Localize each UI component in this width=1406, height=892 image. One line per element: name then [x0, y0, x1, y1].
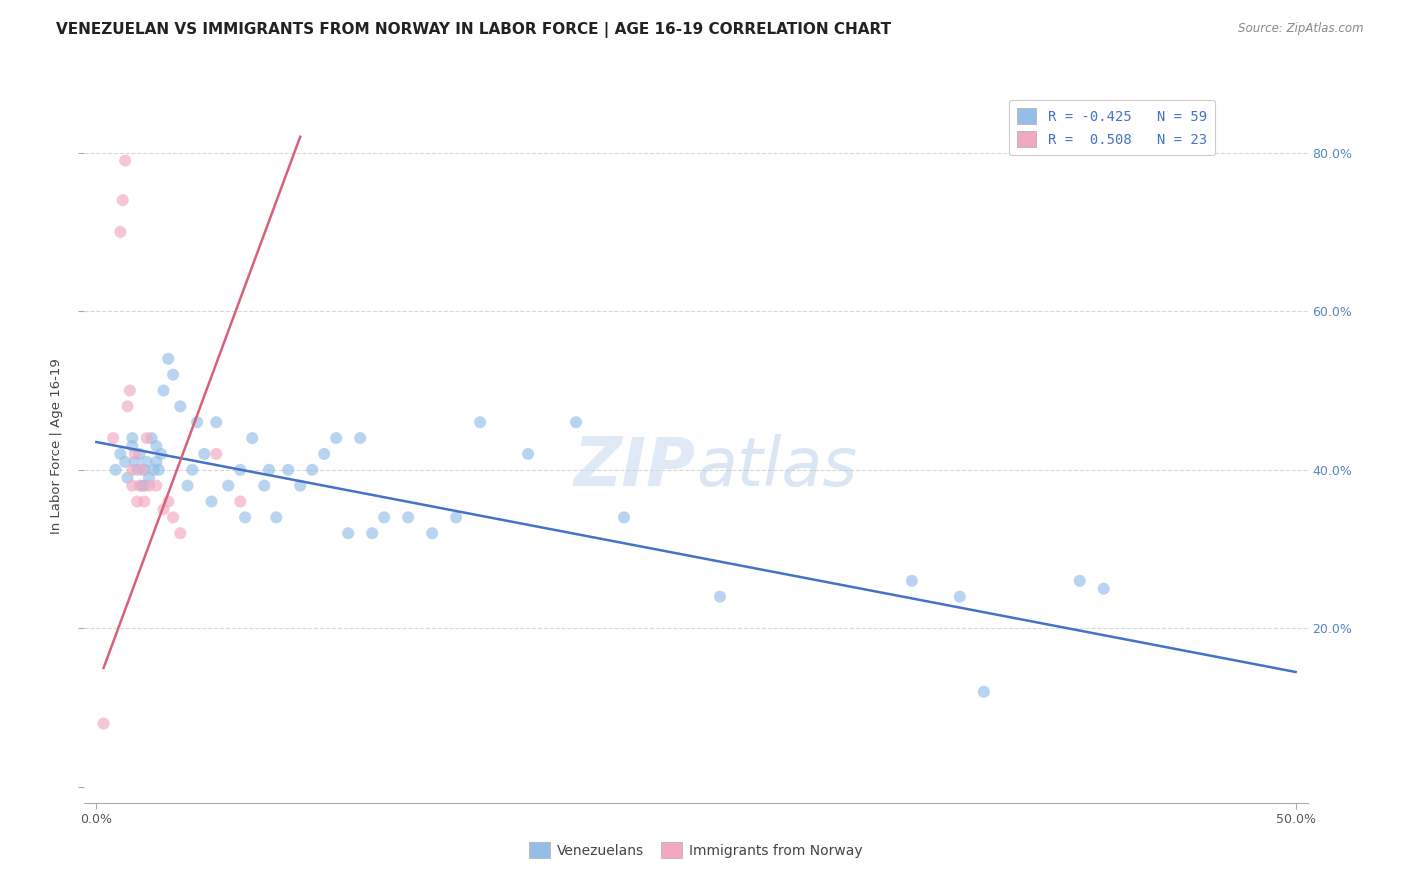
Point [517, 447, 540, 461]
Point [117, 400, 139, 414]
Point [152, 384, 174, 398]
Point [337, 526, 360, 541]
Point [240, 431, 263, 445]
Point [264, 510, 287, 524]
Text: ZIP: ZIP [574, 434, 696, 500]
Point [134, 494, 156, 508]
Point [229, 494, 252, 508]
Point [1092, 582, 1115, 596]
Y-axis label: In Labor Force | Age 16-19: In Labor Force | Age 16-19 [49, 358, 63, 534]
Point [101, 431, 124, 445]
Point [114, 153, 136, 168]
Point [121, 439, 143, 453]
Point [124, 455, 146, 469]
Point [314, 447, 336, 461]
Point [110, 225, 132, 239]
Point [104, 463, 127, 477]
Point [148, 463, 170, 477]
Point [93, 716, 115, 731]
Point [127, 494, 149, 508]
Point [150, 447, 173, 461]
Point [169, 400, 191, 414]
Point [114, 455, 136, 469]
Point [176, 478, 198, 492]
Point [949, 590, 972, 604]
Point [181, 463, 204, 477]
Point [134, 478, 156, 492]
Point [117, 471, 139, 485]
Point [128, 447, 150, 461]
Point [169, 526, 191, 541]
Point [121, 463, 143, 477]
Point [229, 463, 252, 477]
Point [135, 431, 157, 445]
Point [233, 510, 256, 524]
Point [145, 439, 167, 453]
Point [141, 431, 163, 445]
Point [613, 510, 636, 524]
Point [142, 463, 165, 477]
Point [396, 510, 419, 524]
Point [152, 502, 174, 516]
Point [118, 384, 141, 398]
Point [468, 415, 491, 429]
Point [110, 447, 132, 461]
Point [301, 463, 323, 477]
Point [709, 590, 731, 604]
Point [373, 510, 395, 524]
Point [200, 494, 222, 508]
Point [145, 478, 167, 492]
Point [131, 478, 153, 492]
Point [138, 478, 160, 492]
Text: Source: ZipAtlas.com: Source: ZipAtlas.com [1239, 22, 1364, 36]
Point [157, 494, 180, 508]
Point [121, 431, 143, 445]
Point [277, 463, 299, 477]
Point [162, 368, 184, 382]
Point [138, 471, 160, 485]
Point [193, 447, 215, 461]
Point [111, 193, 134, 207]
Point [186, 415, 208, 429]
Point [420, 526, 443, 541]
Text: atlas: atlas [696, 434, 858, 500]
Point [217, 478, 239, 492]
Point [349, 431, 371, 445]
Point [128, 478, 150, 492]
Legend: Venezuelans, Immigrants from Norway: Venezuelans, Immigrants from Norway [524, 837, 868, 863]
Point [1069, 574, 1091, 588]
Point [290, 478, 312, 492]
Point [973, 685, 995, 699]
Text: VENEZUELAN VS IMMIGRANTS FROM NORWAY IN LABOR FORCE | AGE 16-19 CORRELATION CHAR: VENEZUELAN VS IMMIGRANTS FROM NORWAY IN … [56, 22, 891, 38]
Point [205, 447, 228, 461]
Point [257, 463, 280, 477]
Point [205, 415, 228, 429]
Point [253, 478, 276, 492]
Point [131, 463, 153, 477]
Point [901, 574, 924, 588]
Point [565, 415, 588, 429]
Point [325, 431, 347, 445]
Point [135, 455, 157, 469]
Point [157, 351, 180, 366]
Point [444, 510, 467, 524]
Point [162, 510, 184, 524]
Point [145, 455, 167, 469]
Point [127, 463, 149, 477]
Point [361, 526, 384, 541]
Point [124, 447, 146, 461]
Point [134, 463, 156, 477]
Point [121, 478, 143, 492]
